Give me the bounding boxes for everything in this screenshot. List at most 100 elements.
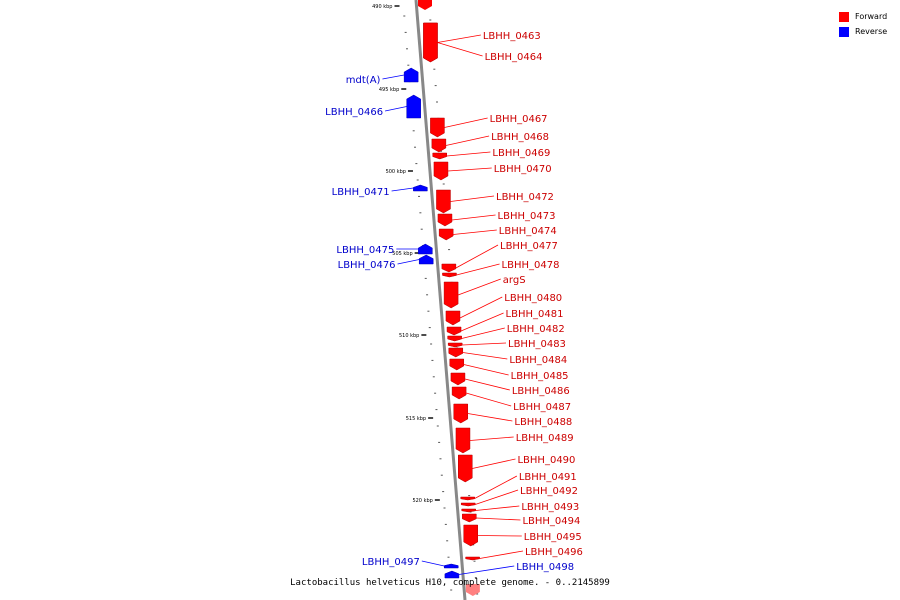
gene-label-fwd-lbhh-0463[interactable]: LBHH_0463 xyxy=(483,31,541,42)
label-leader xyxy=(477,535,522,537)
gene-label-rev-mdt-a[interactable]: mdt(A) xyxy=(346,75,381,86)
label-leader xyxy=(451,214,496,221)
gene-label-rev-lbhh-0475[interactable]: LBHH_0475 xyxy=(336,245,394,256)
gene-label-fwd-lbhh-0482[interactable]: LBHH_0482 xyxy=(507,324,565,335)
label-leader xyxy=(469,436,514,441)
gene-label-fwd-lbhh-0493[interactable]: LBHH_0493 xyxy=(521,502,579,513)
gene-label-fwd-lbhh-0495[interactable]: LBHH_0495 xyxy=(524,532,582,543)
gene-arrow-fwd-lbhh-0482[interactable] xyxy=(447,335,462,342)
gene-label-fwd-lbhh-0488[interactable]: LBHH_0488 xyxy=(514,417,572,428)
gene-arrow-fwd-lbhh-0495[interactable] xyxy=(463,524,478,547)
gene-label-fwd-lbhh-0473[interactable]: LBHH_0473 xyxy=(498,211,556,222)
gene-label-fwd-lbhh-0487[interactable]: LBHH_0487 xyxy=(513,402,571,413)
gene-arrow-fwd-lbhh-0484[interactable] xyxy=(448,347,464,358)
label-leader xyxy=(461,327,505,339)
gene-arrow-fwd-lbhh-0483[interactable] xyxy=(447,342,463,348)
label-leader xyxy=(462,352,508,360)
gene-label-fwd-lbhh-0481[interactable]: LBHH_0481 xyxy=(506,309,564,320)
legend-forward: Forward xyxy=(839,9,887,24)
gene-label-fwd-lbhh-0469[interactable]: LBHH_0469 xyxy=(492,148,550,159)
gene-arrow-fwd-lbhh-0477[interactable] xyxy=(441,263,457,273)
gene-label-fwd-lbhh-0486[interactable]: LBHH_0486 xyxy=(512,386,570,397)
gene-arrow-fwd-lbhh-0496[interactable] xyxy=(465,556,480,561)
gene-label-fwd-lbhh-0489[interactable]: LBHH_0489 xyxy=(516,433,574,444)
label-leader xyxy=(455,244,499,269)
gene-label-rev-lbhh-0471[interactable]: LBHH_0471 xyxy=(332,187,390,198)
gene-arrow-fwd-lbhh-0480[interactable] xyxy=(445,310,461,326)
scale-tick-label: 515 kbp xyxy=(406,416,426,422)
gene-label-fwd-lbhh-0467[interactable]: LBHH_0467 xyxy=(490,114,548,125)
scale-tick-label: 490 kbp xyxy=(372,4,392,10)
gene-labels: LBHH_0463 LBHH_0464 LBHH_0467 LBHH_0468 LBHH… xyxy=(325,31,583,575)
gene-label-fwd-lbhh-0468[interactable]: LBHH_0468 xyxy=(491,132,549,143)
gene-arrow-fwd-lbhh-0467[interactable] xyxy=(430,117,445,138)
gene-arrow-fwd-lbhh-0478[interactable] xyxy=(442,272,457,278)
gene-arrow-fwd-lbhh-0489[interactable] xyxy=(455,427,471,454)
gene-label-fwd-lbhh-0484[interactable]: LBHH_0484 xyxy=(509,355,567,366)
gene-label-rev-lbhh-0476[interactable]: LBHH_0476 xyxy=(338,260,396,271)
label-leader xyxy=(450,195,495,202)
legend: Forward Reverse xyxy=(839,9,887,39)
label-leader xyxy=(465,392,512,407)
gene-label-fwd-lbhh-0480[interactable]: LBHH_0480 xyxy=(504,293,562,304)
gene-label-fwd-lbhh-0492[interactable]: LBHH_0492 xyxy=(520,486,578,497)
gene-arrow-rev-lbhh-0476[interactable] xyxy=(418,254,434,265)
gene-arrow-fwd-lbhh-0468[interactable] xyxy=(431,138,447,153)
gene-arrow-rev-lbhh-0466[interactable] xyxy=(406,94,421,119)
gene-arrow-fwd-lbhh-0493[interactable] xyxy=(461,508,476,513)
label-leader xyxy=(458,565,515,575)
gene-label-rev-lbhh-0498[interactable]: LBHH_0498 xyxy=(516,562,574,573)
label-leader xyxy=(472,458,516,469)
gene-label-fwd-lbhh-0478[interactable]: LBHH_0478 xyxy=(502,260,560,271)
gene-label-fwd-lbhh-0464[interactable]: LBHH_0464 xyxy=(485,52,543,63)
gene-arrow-fwd-lbhh-0486[interactable] xyxy=(450,372,466,386)
gene-arrow-fwd-lbhh-0470[interactable] xyxy=(433,161,449,181)
gene-label-rev-lbhh-0466[interactable]: LBHH_0466 xyxy=(325,107,383,118)
gene-label-fwd-lbhh-0491[interactable]: LBHH_0491 xyxy=(519,472,577,483)
gene-label-fwd-lbhh-0485[interactable]: LBHH_0485 xyxy=(511,371,569,382)
gene-arrow-fwd-lbhh-0491[interactable] xyxy=(460,496,475,501)
gene-arrow-fwd-lbhh-0474[interactable] xyxy=(438,228,454,241)
gene-arrow-fwd-lbhh-0469[interactable] xyxy=(432,152,447,160)
gene-arrow-rev-lbhh-0475[interactable] xyxy=(418,243,433,255)
label-leader xyxy=(463,364,509,376)
gene-arrow-fwd-args[interactable] xyxy=(443,281,459,309)
gene-label-fwd-lbhh-0494[interactable]: LBHH_0494 xyxy=(522,516,580,527)
gene-arrow-fwd-lbhh-0494[interactable] xyxy=(462,513,477,523)
label-leader xyxy=(462,342,507,346)
gene-label-fwd-lbhh-0477[interactable]: LBHH_0477 xyxy=(500,241,558,252)
gene-arrow-fwd-lbhh-0492[interactable] xyxy=(460,502,476,507)
gene-arrow-fwd-lbhh-0464[interactable] xyxy=(423,22,438,63)
gene-arrow-rev-lbhh-0471[interactable] xyxy=(413,184,428,192)
gene-arrow-fwd-lbhh-0490[interactable] xyxy=(458,454,473,483)
label-leader xyxy=(446,151,491,157)
gene-arrow-fwd-lbhh-0488[interactable] xyxy=(453,403,469,424)
gene-label-fwd-lbhh-0472[interactable]: LBHH_0472 xyxy=(496,192,554,203)
gene-arrow-fwd-lbhh-0487[interactable] xyxy=(451,386,467,400)
label-leader xyxy=(382,74,405,80)
gene-arrow-rev-mdt-a[interactable] xyxy=(403,67,419,83)
scale-ticks: 490 kbp 495 kbp 500 kbp 505 kbp 510 kbp 515 k… xyxy=(372,4,479,595)
gene-arrow-fwd-lbhh-0473[interactable] xyxy=(437,213,453,227)
gene-arrow-rev-lbhh-0498[interactable] xyxy=(444,570,460,579)
scale-tick-label: 510 kbp xyxy=(399,333,419,339)
gene-arrow-partial-bottom xyxy=(465,584,480,596)
gene-arrow-rev-lbhh-0497[interactable] xyxy=(443,563,459,569)
gene-arrow-fwd-lbhh-0472[interactable] xyxy=(436,189,451,214)
gene-arrow-fwd-lbhh-0485[interactable] xyxy=(449,358,465,371)
gene-label-fwd-lbhh-0496[interactable]: LBHH_0496 xyxy=(525,547,583,558)
genome-axis xyxy=(414,0,467,600)
label-leader xyxy=(421,560,445,567)
label-leader xyxy=(475,505,520,511)
gene-label-fwd-lbhh-0470[interactable]: LBHH_0470 xyxy=(494,164,552,175)
gene-label-fwd-args[interactable]: argS xyxy=(503,275,526,286)
gene-label-fwd-lbhh-0483[interactable]: LBHH_0483 xyxy=(508,339,566,350)
gene-label-fwd-lbhh-0490[interactable]: LBHH_0490 xyxy=(517,455,575,466)
gene-arrow-fwd-lbhh-0481[interactable] xyxy=(446,326,462,336)
gene-label-fwd-lbhh-0474[interactable]: LBHH_0474 xyxy=(499,226,557,237)
label-leader xyxy=(467,413,513,422)
label-leader xyxy=(444,117,488,128)
gene-label-rev-lbhh-0497[interactable]: LBHH_0497 xyxy=(362,557,420,568)
map-caption: Lactobacillus helveticus H10, complete g… xyxy=(290,578,610,588)
